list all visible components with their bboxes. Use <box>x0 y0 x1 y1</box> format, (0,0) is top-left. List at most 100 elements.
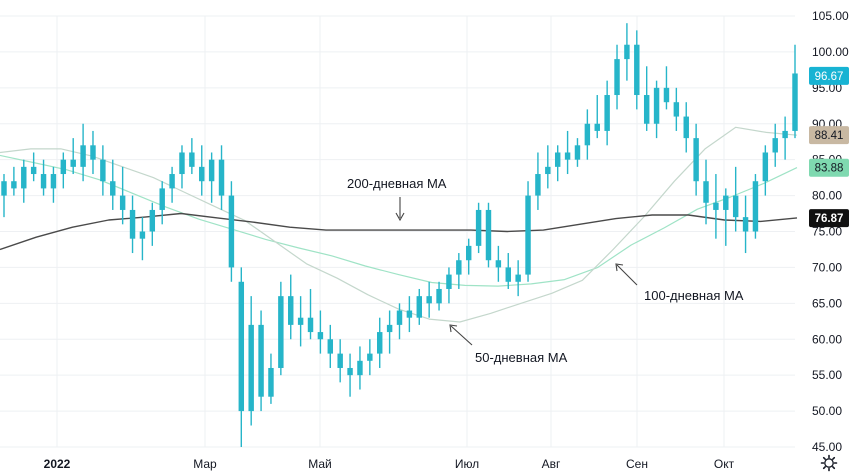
candle-body <box>426 296 432 304</box>
candle-body <box>465 245 472 261</box>
candle-body <box>30 166 37 175</box>
candle-body <box>70 159 76 167</box>
candle-body <box>208 159 215 182</box>
candle-body <box>218 159 225 196</box>
candle-body <box>584 123 591 146</box>
candle-body <box>110 181 116 196</box>
candle-body <box>139 231 146 239</box>
candle-body <box>90 145 96 160</box>
candle-body <box>288 296 294 325</box>
badge-ma200 <box>809 209 849 228</box>
x-tick-label: Окт <box>714 457 735 471</box>
candle-body <box>545 166 551 175</box>
candle-body <box>189 152 195 167</box>
candle-body <box>129 209 136 239</box>
annotation-ma50-arrow-shaft <box>450 325 473 346</box>
candle-body <box>485 209 492 261</box>
candle-body <box>199 166 205 182</box>
candle-body <box>782 130 788 139</box>
candle-body <box>238 281 245 412</box>
annotation-ma100-arrow-shaft <box>616 264 638 286</box>
candle-body <box>357 360 363 376</box>
candle-body <box>80 145 86 167</box>
candle-body <box>683 116 689 139</box>
annotation-ma100-label: 100-дневная МА <box>644 288 744 303</box>
candle-body <box>60 159 67 175</box>
y-tick-label: 55.00 <box>812 368 842 382</box>
candle-body <box>367 353 373 361</box>
candle-body <box>248 324 254 412</box>
candle-body <box>792 73 798 131</box>
badge-price <box>809 66 849 85</box>
x-tick-label: Сен <box>626 457 648 471</box>
y-axis: 45.00 50.00 55.00 60.00 65.00 70.00 75.00 80.00… <box>812 9 849 454</box>
candle-body <box>564 152 571 160</box>
settings-gear-icon[interactable] <box>820 454 838 472</box>
candle-body <box>673 102 680 117</box>
y-tick-label: 80.00 <box>812 189 842 203</box>
candle-body <box>258 324 264 397</box>
candle-body <box>713 202 719 210</box>
candle-body <box>119 195 126 210</box>
candle-body <box>297 317 304 325</box>
candle-body <box>505 267 511 282</box>
candle-body <box>663 87 670 103</box>
y-tick-label: 60.00 <box>812 332 842 346</box>
candle-body <box>278 296 284 368</box>
annotation-ma200: 200-дневная МА <box>347 176 447 222</box>
candle-body <box>535 174 541 196</box>
candle-body <box>703 181 709 203</box>
ma50-line <box>0 126 798 323</box>
candle-body <box>317 332 324 340</box>
candle-body <box>693 138 699 182</box>
price-badges: 96.67 88.41 83.88 76.87 <box>809 66 849 228</box>
candle-body <box>21 166 27 189</box>
y-tick-label: 100.00 <box>812 45 849 59</box>
candle-body <box>554 152 561 167</box>
candle-body <box>327 339 334 354</box>
x-tick-label: Авг <box>542 457 561 471</box>
candle-body <box>337 353 343 368</box>
candle-body <box>100 159 106 182</box>
annotation-ma100: 100-дневная МА <box>615 263 744 303</box>
candle-body <box>624 44 630 60</box>
y-tick-label: 50.00 <box>812 404 842 418</box>
annotation-ma200-label: 200-дневная МА <box>347 176 447 191</box>
y-tick-label: 45.00 <box>812 440 842 454</box>
candle-body <box>307 317 314 333</box>
candle-body <box>515 274 521 282</box>
candle-body <box>574 145 581 160</box>
candle-body <box>179 152 185 175</box>
candle-body <box>11 181 17 189</box>
candle-body <box>732 195 739 218</box>
x-tick-label: Мар <box>193 457 217 471</box>
badge-ma50-label: 88.41 <box>815 130 844 142</box>
candle-body <box>643 95 650 124</box>
x-tick-label: Июл <box>455 457 479 471</box>
candle-body <box>386 324 393 333</box>
candle-body <box>723 195 729 210</box>
price-candles <box>1 23 798 447</box>
badge-ma100-label: 83.88 <box>815 163 844 175</box>
candle-body <box>228 195 235 268</box>
candle-body <box>495 260 502 268</box>
annotation-ma50-arrow-head <box>449 324 458 333</box>
candle-body <box>742 217 749 232</box>
badge-price-label: 96.67 <box>815 71 844 83</box>
candle-body <box>634 44 640 96</box>
candle-body <box>762 152 769 182</box>
candle-body <box>436 288 442 304</box>
y-tick-label: 75.00 <box>812 225 842 239</box>
candle-body <box>50 174 57 189</box>
candle-body <box>416 296 422 318</box>
candle-body <box>1 181 7 196</box>
candle-body <box>525 195 531 275</box>
y-tick-label: 70.00 <box>812 260 842 274</box>
ma100-line <box>0 154 798 287</box>
candle-body <box>604 95 610 131</box>
candle-body <box>456 260 462 275</box>
annotation-ma50-label: 50-дневная МА <box>475 350 568 365</box>
grid-lines <box>0 15 795 448</box>
annotation-ma200-arrow-head <box>395 212 405 222</box>
